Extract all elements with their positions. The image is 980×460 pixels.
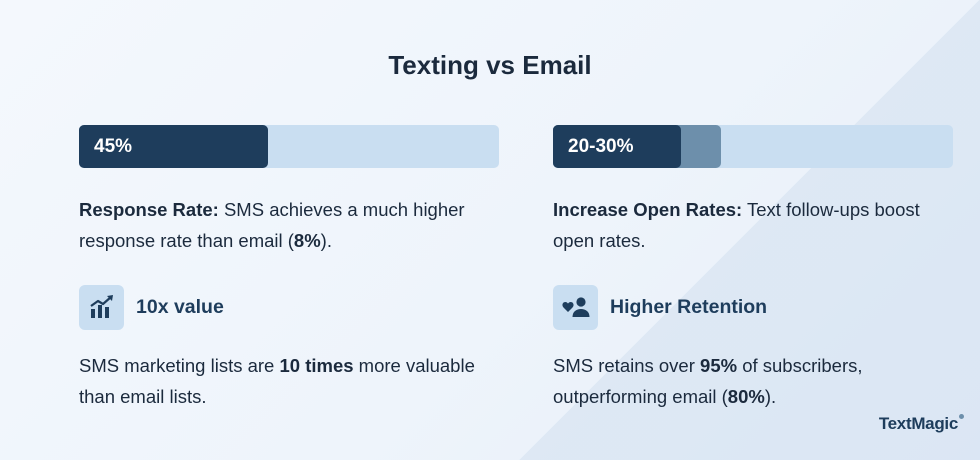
open-rate-bar-label: 20-30% [568,135,634,157]
response-rate-progress-bar: 45% [79,125,499,168]
value-text-pre: SMS marketing lists are [79,355,280,376]
retention-text-end: ). [764,386,777,407]
email-response-rate-value: 8% [293,230,321,251]
response-rate-bar-fill: 45% [79,125,268,168]
logo-mark [959,414,964,419]
open-rate-text: Text follow-ups boost open rates. [553,199,920,251]
response-rate-description: Response Rate: SMS achieves a much highe… [79,194,499,256]
response-rate-text: SMS achieves a much higher response rate… [79,199,465,251]
value-feature-title: 10x value [136,295,224,318]
retention-feature-title: Higher Retention [610,295,768,318]
open-rate-progress-bar: 20-30% [553,125,953,168]
bar-chart-growth-icon [79,284,124,330]
open-rate-column: 20-30% Increase Open Rates: Text follow-… [553,125,953,412]
retention-text-pre: SMS retains over [553,355,701,376]
retention-text-mid: of subscribers, outperforming email ( [553,355,863,407]
retention-feature: Higher Retention [553,284,953,330]
response-rate-column: 45% Response Rate: SMS achieves a much h… [79,125,499,412]
logo-text: TextMagic [878,414,958,433]
heart-person-icon [553,284,598,330]
page-title: Texting vs Email [388,50,592,80]
open-rate-description: Increase Open Rates: Text follow-ups boo… [553,194,953,256]
textmagic-logo: TextMagic [879,414,964,434]
value-feature: 10x value [79,284,499,330]
value-multiplier: 10 times [279,355,354,376]
retention-feature-description: SMS retains over 95% of subscribers, out… [553,350,953,412]
value-feature-description: SMS marketing lists are 10 times more va… [79,350,499,412]
email-retention-value: 80% [727,386,765,407]
open-rate-heading: Increase Open Rates: [553,199,743,220]
response-rate-text-end: ). [320,230,332,251]
response-rate-heading: Response Rate: [79,199,219,220]
value-text-post: more valuable than email lists. [79,355,475,407]
response-rate-bar-label: 45% [94,135,133,157]
open-rate-bar-fill: 20-30% [553,125,681,168]
sms-retention-value: 95% [700,355,738,376]
